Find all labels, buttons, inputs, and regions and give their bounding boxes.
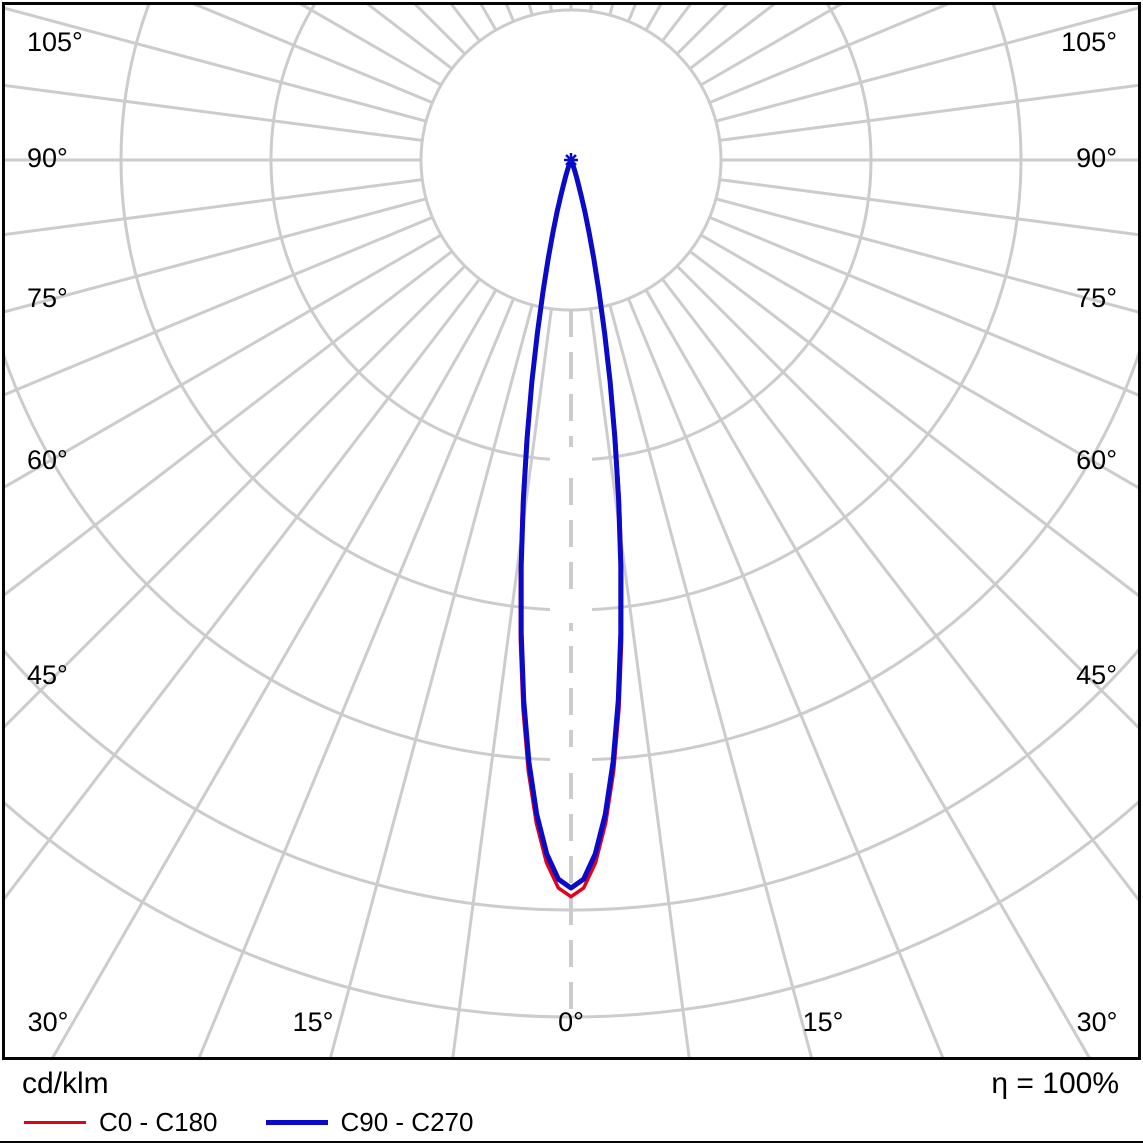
angle-label: 0° xyxy=(558,1007,584,1037)
curve-c90-c270 xyxy=(518,157,624,891)
grid-radial-line xyxy=(505,5,515,22)
grid-radial-line xyxy=(5,83,423,142)
legend: C0 - C180 C90 - C270 xyxy=(24,1107,473,1138)
efficiency-label: η = 100% xyxy=(991,1067,1119,1100)
angle-label: 60° xyxy=(1076,445,1117,475)
ring-label-box xyxy=(550,747,592,773)
grid-radial-line xyxy=(709,216,1138,397)
angle-label: 30° xyxy=(1077,1007,1118,1037)
angle-label: 75° xyxy=(27,283,68,313)
legend-item-c90-c270: C90 - C270 xyxy=(265,1107,474,1138)
ring-label-box xyxy=(550,447,592,473)
grid-radial-line xyxy=(719,178,1138,237)
peak-marker-star xyxy=(565,154,577,166)
grid-radial-line xyxy=(527,5,534,16)
angle-label: 75° xyxy=(1076,283,1117,313)
grid-radial-line xyxy=(608,304,813,1057)
grid-radial-line xyxy=(5,278,481,901)
legend-item-c0-c180: C0 - C180 xyxy=(24,1107,218,1138)
grid-radial-line xyxy=(689,250,1138,597)
grid-radial-line xyxy=(676,265,1138,730)
c90-c270-line-swatch xyxy=(265,1120,328,1125)
grid-radial-line xyxy=(5,233,442,489)
grid-radial-line xyxy=(715,197,1138,314)
grid-radial-line xyxy=(709,5,950,104)
grid-radial-line xyxy=(627,5,637,22)
angle-label: 45° xyxy=(27,660,68,690)
chart-footer: cd/klm η = 100% C0 - C180 C90 - C270 xyxy=(0,1060,1143,1143)
grid-radial-line xyxy=(5,265,466,729)
legend-label-c90-c270: C90 - C270 xyxy=(340,1107,474,1137)
angle-label: 90° xyxy=(1076,143,1117,173)
grid-radial-line xyxy=(51,289,498,1057)
grid-radial-line xyxy=(5,6,427,123)
unit-label: cd/klm xyxy=(22,1067,109,1100)
footer-top-row: cd/klm η = 100% xyxy=(0,1060,1143,1101)
grid-radial-line xyxy=(197,298,515,1057)
grid-radial-line xyxy=(644,289,1091,1057)
bottom-divider xyxy=(0,1141,1143,1143)
grid-ring xyxy=(5,800,1138,1019)
angle-label: 90° xyxy=(27,143,68,173)
grid-radial-line xyxy=(715,6,1138,123)
grid-radial-line xyxy=(5,178,423,237)
grid-radial-line xyxy=(627,298,945,1057)
angle-label: 15° xyxy=(803,1007,844,1037)
polar-chart: 105° 90° 75° 60° 45° 30° 15° 0° 15° 30° 45° 60° 75° 9… xyxy=(5,5,1138,1057)
grid-radial-line xyxy=(719,83,1138,142)
grid-ring xyxy=(119,5,1023,612)
angle-label: 105° xyxy=(27,27,83,57)
grid-radial-line xyxy=(5,216,433,397)
ring-label-box xyxy=(550,597,592,623)
grid-radial-line xyxy=(192,5,433,104)
grid-radial-line xyxy=(5,197,427,314)
angle-label: 30° xyxy=(28,1007,69,1037)
c0-c180-line-swatch xyxy=(24,1120,86,1125)
angle-label: 105° xyxy=(1061,27,1117,57)
polar-chart-frame: 105° 90° 75° 60° 45° 30° 15° 0° 15° 30° 45° 60° 75° 9… xyxy=(2,2,1141,1060)
angle-label: 45° xyxy=(1076,660,1117,690)
angle-label: 60° xyxy=(27,445,68,475)
grid-radial-line xyxy=(700,233,1138,490)
grid-radial-line xyxy=(329,304,534,1057)
angle-label: 15° xyxy=(293,1007,334,1037)
legend-label-c0-c180: C0 - C180 xyxy=(99,1107,218,1137)
grid-radial-line xyxy=(608,5,615,16)
grid-radial-line xyxy=(5,250,453,597)
grid-radial-line xyxy=(661,278,1138,902)
